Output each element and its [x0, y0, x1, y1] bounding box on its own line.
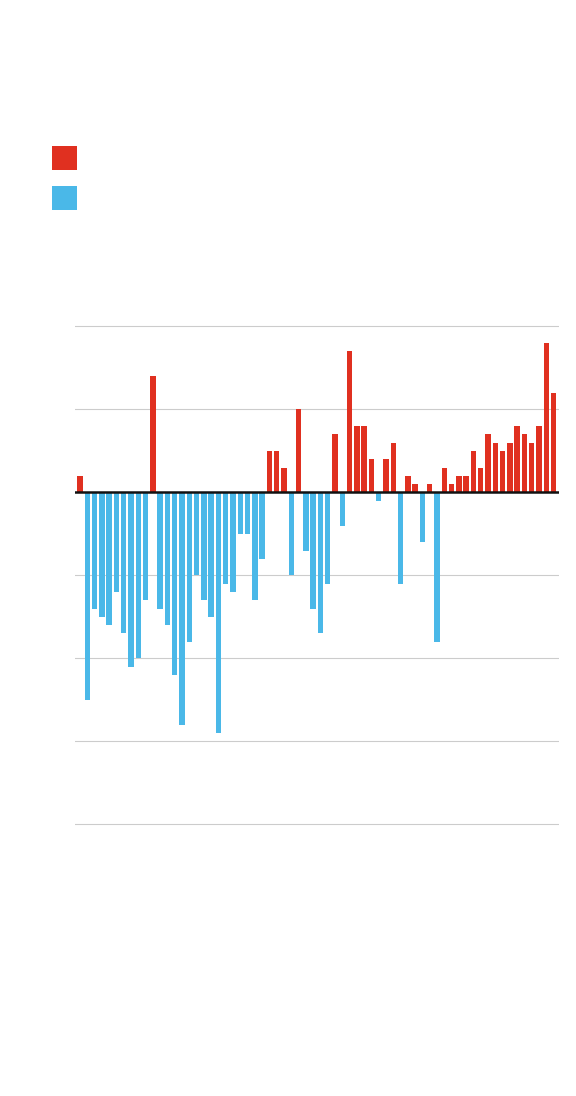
Bar [296, 410, 301, 492]
Bar [332, 434, 338, 492]
Bar [194, 492, 199, 575]
Bar [274, 450, 279, 492]
Bar [187, 492, 192, 642]
Bar [179, 492, 185, 724]
Bar [398, 492, 403, 584]
Bar [434, 492, 439, 642]
Bar [492, 443, 498, 492]
Bar [77, 476, 83, 492]
Bar [456, 476, 461, 492]
Bar [237, 492, 243, 534]
Bar [318, 492, 323, 633]
Bar [107, 492, 112, 625]
Bar [281, 468, 287, 492]
Bar [223, 492, 229, 584]
Bar [383, 459, 389, 492]
Bar [303, 492, 309, 550]
Bar [150, 376, 156, 492]
Bar [471, 450, 476, 492]
Bar [325, 492, 331, 584]
Bar [478, 468, 483, 492]
Bar [486, 434, 491, 492]
Bar [369, 459, 374, 492]
Bar [376, 492, 381, 501]
Bar [340, 492, 345, 526]
Bar [420, 492, 425, 543]
Bar [347, 352, 353, 492]
Bar [201, 492, 207, 601]
Bar [157, 492, 163, 608]
Bar [427, 484, 433, 492]
Bar [442, 468, 447, 492]
Bar [267, 450, 272, 492]
Bar [99, 492, 105, 617]
Bar [544, 343, 549, 492]
Bar [412, 484, 418, 492]
Bar [252, 492, 257, 601]
Bar [215, 492, 221, 733]
Bar [172, 492, 177, 675]
Bar [128, 492, 134, 666]
Bar [449, 484, 454, 492]
Bar [536, 426, 542, 492]
Bar [121, 492, 127, 633]
Bar [165, 492, 170, 625]
Bar [514, 426, 520, 492]
Bar [289, 492, 294, 575]
Bar [245, 492, 251, 534]
Bar [230, 492, 236, 592]
Bar [551, 392, 556, 492]
Bar [464, 476, 469, 492]
Bar [529, 443, 535, 492]
Bar [113, 492, 119, 592]
Bar [405, 476, 411, 492]
Bar [259, 492, 265, 559]
Bar [500, 450, 505, 492]
Bar [522, 434, 527, 492]
Bar [85, 492, 90, 700]
Bar [507, 443, 513, 492]
Bar [143, 492, 148, 601]
Bar [354, 426, 359, 492]
Bar [310, 492, 316, 608]
Bar [135, 492, 141, 659]
Bar [391, 443, 396, 492]
Bar [209, 492, 214, 617]
Bar [92, 492, 97, 608]
Bar [361, 426, 367, 492]
